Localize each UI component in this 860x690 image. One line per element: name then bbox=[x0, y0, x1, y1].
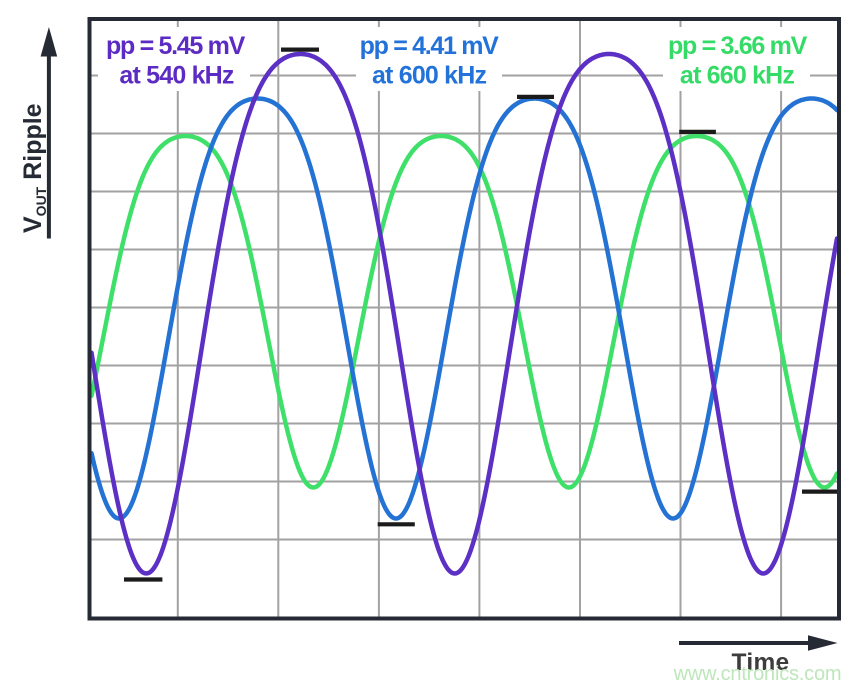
svg-text:pp = 3.66 mV: pp = 3.66 mV bbox=[668, 32, 808, 60]
svg-text:at 540 kHz: at 540 kHz bbox=[119, 62, 234, 90]
svg-text:pp = 4.41 mV: pp = 4.41 mV bbox=[360, 32, 500, 60]
svg-text:Time: Time bbox=[732, 649, 790, 676]
svg-text:at 660 kHz: at 660 kHz bbox=[680, 62, 795, 90]
svg-text:www.cntronics.com: www.cntronics.com bbox=[673, 663, 842, 685]
svg-text:at 600 kHz: at 600 kHz bbox=[372, 62, 487, 90]
svg-text:VOUT Ripple: VOUT Ripple bbox=[19, 103, 49, 233]
svg-text:pp = 5.45 mV: pp = 5.45 mV bbox=[106, 32, 246, 60]
